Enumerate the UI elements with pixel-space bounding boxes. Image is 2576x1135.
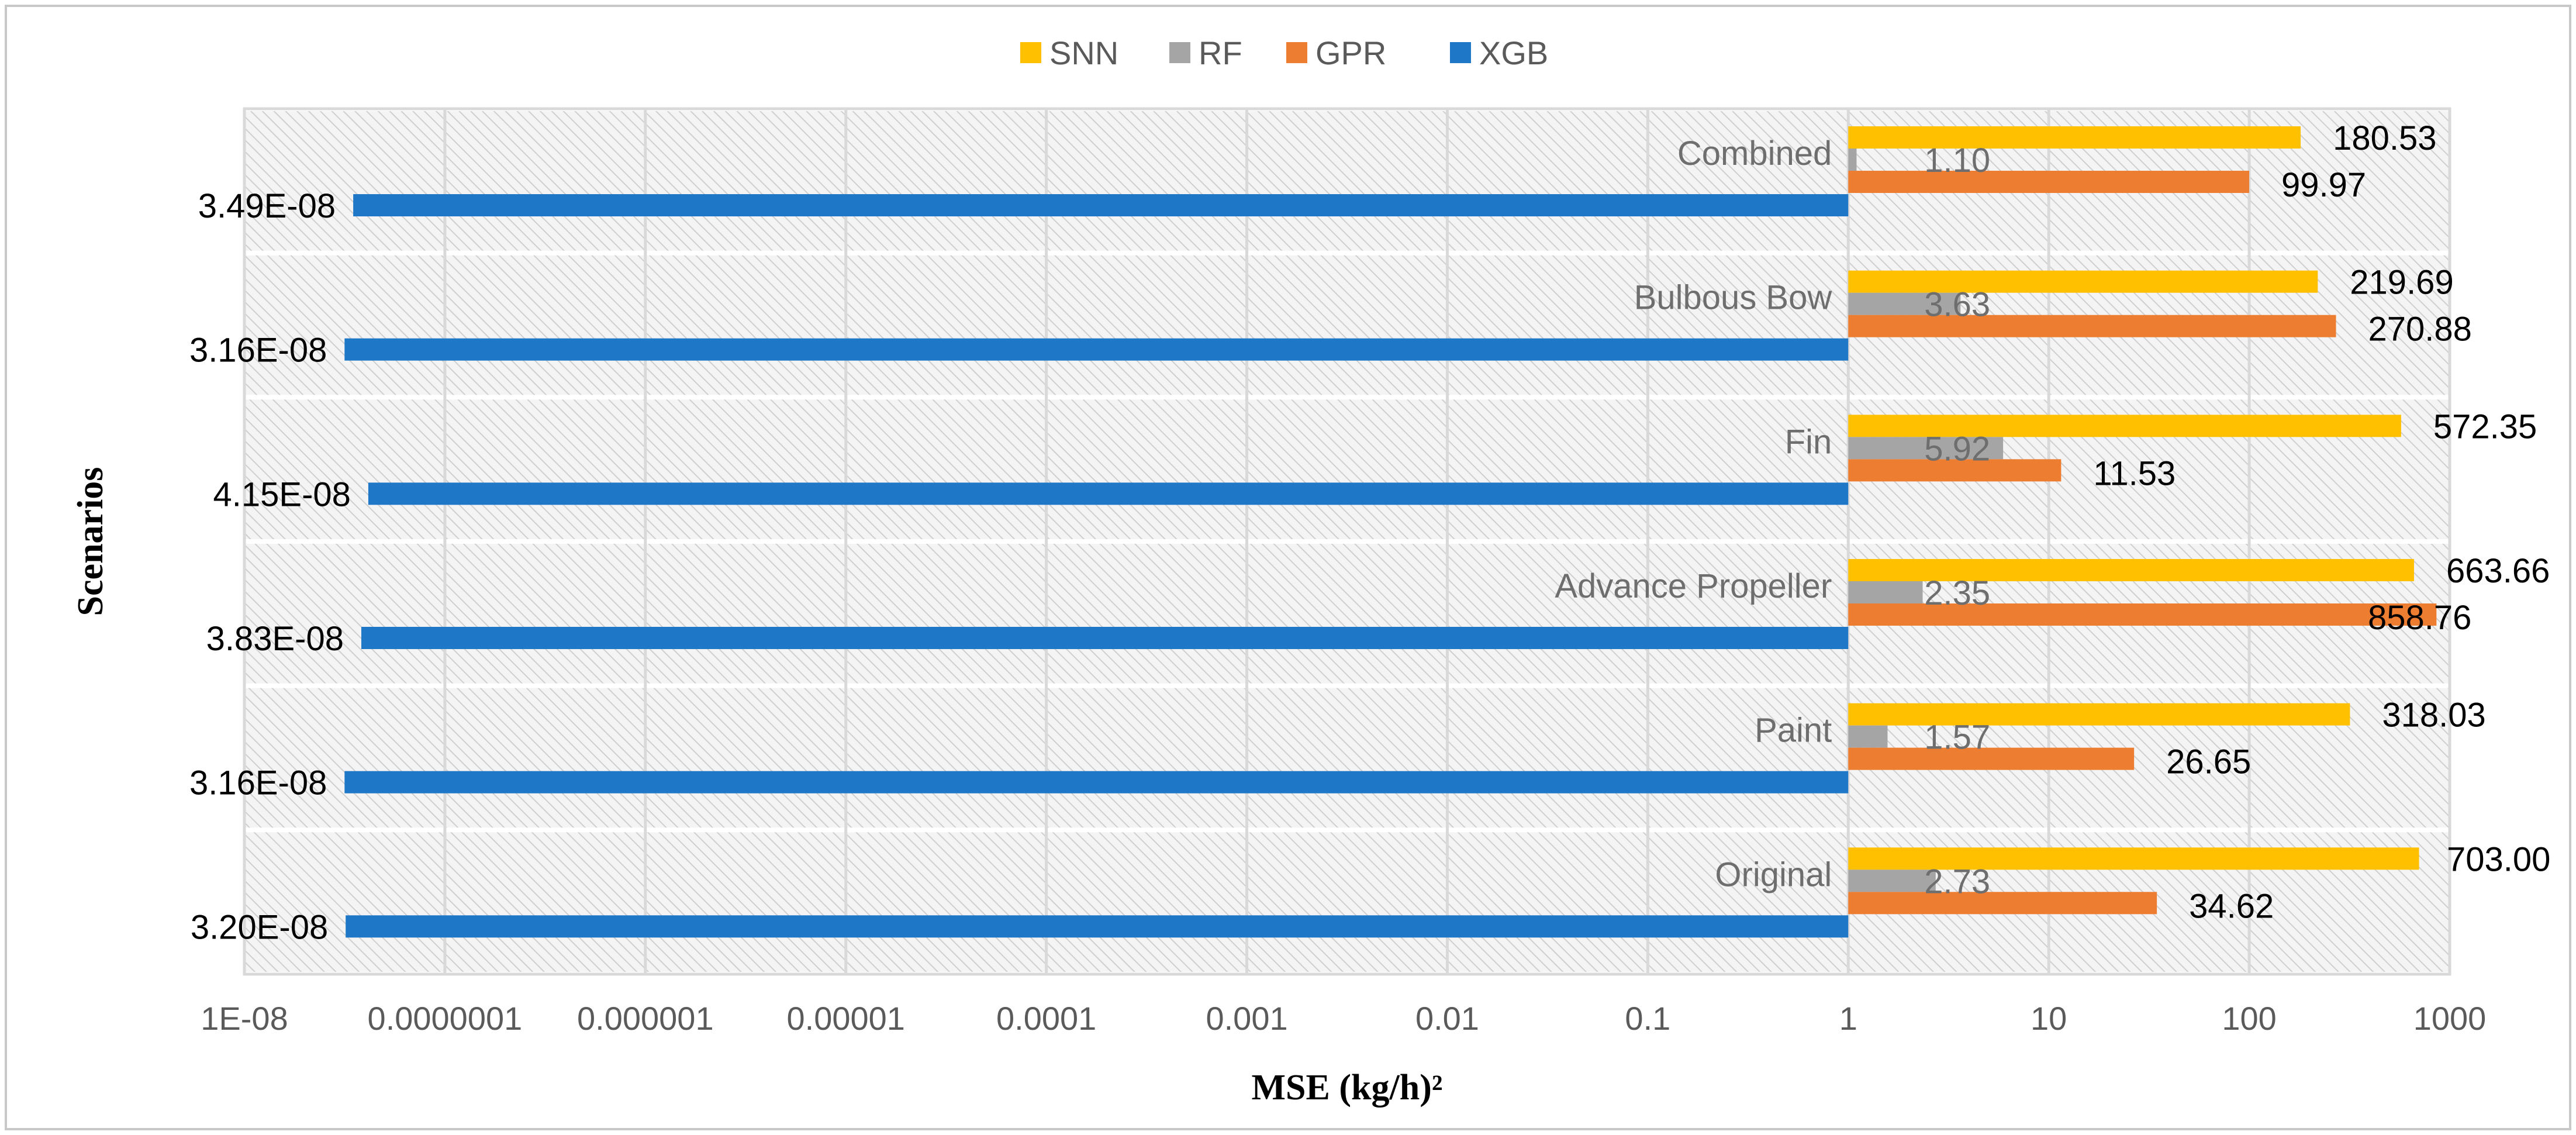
legend-label-rf: RF	[1199, 35, 1242, 71]
x-axis-title: MSE (kg/h)²	[1252, 1068, 1443, 1108]
data-label-gpr-advance-propeller: 858.76	[2368, 599, 2471, 637]
data-label-snn-paint: 318.03	[2382, 696, 2485, 734]
data-label-gpr-fin: 11.53	[2093, 454, 2176, 492]
bar-gpr-advance-propeller	[1848, 603, 2437, 626]
data-label-xgb-fin: 4.15E-08	[213, 475, 351, 513]
bar-rf-bulbous-bow	[1848, 292, 1961, 315]
x-tick-label: 0.000001	[577, 1000, 714, 1037]
data-label-snn-combined: 180.53	[2333, 119, 2436, 157]
data-label-xgb-bulbous-bow: 3.16E-08	[189, 332, 327, 370]
data-label-rf-paint: 1.57	[1924, 719, 1990, 757]
y-axis-title: Scenarios	[71, 467, 111, 616]
category-label-bulbous-bow: Bulbous Bow	[1634, 279, 1833, 317]
data-label-xgb-paint: 3.16E-08	[189, 764, 327, 802]
x-tick-label: 0.00001	[787, 1000, 905, 1037]
legend-swatch-xgb	[1450, 42, 1471, 63]
data-label-gpr-paint: 26.65	[2166, 743, 2251, 781]
bar-snn-advance-propeller	[1848, 559, 2414, 581]
bar-xgb-advance-propeller	[361, 627, 1849, 649]
bar-rf-advance-propeller	[1848, 581, 1923, 603]
x-tick-label: 0.1	[1625, 1000, 1670, 1037]
legend-swatch-gpr	[1286, 42, 1307, 63]
x-tick-label: 1000	[2413, 1000, 2487, 1037]
legend-label-gpr: GPR	[1315, 35, 1386, 71]
data-label-gpr-bulbous-bow: 270.88	[2368, 311, 2471, 349]
legend-label-snn: SNN	[1049, 35, 1118, 71]
category-label-fin: Fin	[1785, 423, 1832, 461]
bar-gpr-paint	[1848, 747, 2135, 770]
bar-snn-combined	[1848, 126, 2301, 149]
data-label-xgb-advance-propeller: 3.83E-08	[206, 620, 344, 658]
bar-xgb-fin	[368, 482, 1849, 505]
bar-rf-combined	[1848, 149, 1857, 171]
data-label-rf-combined: 1.10	[1924, 142, 1990, 180]
category-label-advance-propeller: Advance Propeller	[1555, 567, 1832, 605]
data-label-rf-advance-propeller: 2.35	[1924, 574, 1990, 612]
bar-rf-paint	[1848, 725, 1888, 748]
data-label-rf-bulbous-bow: 3.63	[1924, 286, 1990, 324]
data-label-snn-bulbous-bow: 219.69	[2350, 264, 2453, 302]
data-label-xgb-combined: 3.49E-08	[198, 187, 336, 225]
bar-gpr-original	[1848, 892, 2157, 915]
bar-snn-paint	[1848, 703, 2350, 726]
data-label-gpr-combined: 99.97	[2281, 166, 2366, 204]
bar-xgb-original	[346, 915, 1849, 938]
category-label-paint: Paint	[1755, 712, 1832, 750]
x-tick-label: 0.0000001	[368, 1000, 523, 1037]
bar-gpr-combined	[1848, 171, 2250, 193]
bar-snn-bulbous-bow	[1848, 270, 2318, 293]
legend-label-xgb: XGB	[1479, 35, 1548, 71]
bar-xgb-bulbous-bow	[344, 338, 1849, 361]
bar-xgb-paint	[344, 771, 1849, 794]
data-label-gpr-original: 34.62	[2189, 887, 2274, 925]
plot-area-border	[243, 107, 2451, 976]
data-label-snn-original: 703.00	[2447, 840, 2550, 878]
bar-rf-fin	[1848, 437, 2004, 460]
bar-rf-original	[1848, 870, 1936, 892]
x-tick-label: 0.0001	[996, 1000, 1096, 1037]
legend-swatch-snn	[1020, 42, 1041, 63]
bar-xgb-combined	[353, 194, 1849, 216]
legend-swatch-rf	[1169, 42, 1190, 63]
x-tick-label: 1E-08	[201, 1000, 288, 1037]
x-tick-label: 1	[1839, 1000, 1857, 1037]
bar-gpr-bulbous-bow	[1848, 315, 2336, 337]
x-tick-label: 10	[2031, 1000, 2067, 1037]
bar-snn-original	[1848, 847, 2419, 870]
bar-snn-fin	[1848, 415, 2401, 437]
x-tick-label: 0.01	[1415, 1000, 1479, 1037]
data-label-xgb-original: 3.20E-08	[191, 908, 328, 946]
x-tick-label: 0.001	[1206, 1000, 1287, 1037]
data-label-rf-fin: 5.92	[1924, 430, 1990, 468]
data-label-rf-original: 2.73	[1924, 863, 1990, 901]
category-label-combined: Combined	[1677, 134, 1832, 173]
category-label-original: Original	[1715, 855, 1832, 893]
data-label-snn-fin: 572.35	[2433, 408, 2537, 446]
data-label-snn-advance-propeller: 663.66	[2446, 552, 2550, 590]
x-tick-label: 100	[2222, 1000, 2276, 1037]
bar-gpr-fin	[1848, 459, 2062, 482]
